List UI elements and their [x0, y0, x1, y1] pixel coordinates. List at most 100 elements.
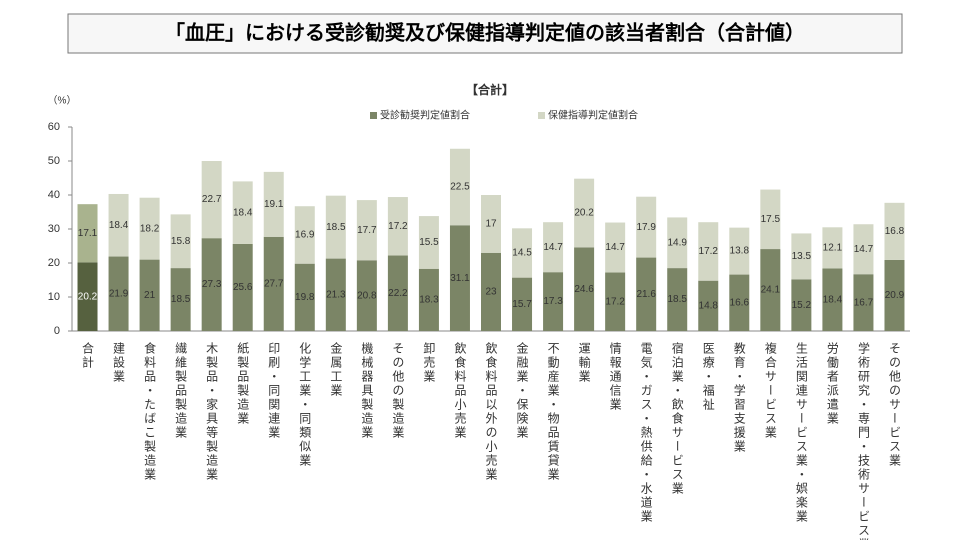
- x-tick-label: 合計: [81, 341, 95, 370]
- bar-segment: [387, 255, 408, 331]
- bar-segment: [201, 238, 222, 331]
- bar-segment: [77, 262, 98, 331]
- value-label: 22.5: [450, 182, 470, 193]
- bar-segment: [108, 193, 129, 257]
- y-tick-label: 10: [48, 291, 60, 303]
- value-label: 22.2: [388, 288, 408, 299]
- x-tick-label: 学術研究・専門・技術サービス業: [856, 341, 870, 540]
- y-tick-label: 50: [48, 155, 60, 167]
- bar-segment: [512, 277, 533, 331]
- y-axis-label: （%）: [48, 95, 77, 107]
- value-label: 16.7: [854, 297, 874, 308]
- bar-segment: [543, 222, 564, 273]
- x-tick-label: 不動産業・物品賃貸業: [546, 342, 560, 482]
- bar-segment: [356, 200, 377, 261]
- value-label: 25.6: [233, 282, 253, 293]
- value-label: 17.7: [357, 225, 377, 236]
- title-box: [67, 13, 903, 54]
- bar-segment: [791, 279, 812, 331]
- bar-segment: [760, 189, 781, 250]
- value-label: 15.8: [171, 236, 191, 247]
- value-label: 18.3: [419, 295, 439, 306]
- x-tick-label: 電気・ガス・熱供給・水道業: [639, 342, 653, 524]
- x-tick-label: 飲食料品以外の小売業: [484, 341, 498, 482]
- value-label: 18.4: [109, 220, 129, 231]
- value-label: 23: [485, 287, 497, 298]
- value-label: 17.2: [388, 221, 408, 232]
- bar-segment: [108, 256, 129, 331]
- bar-segment: [387, 197, 408, 256]
- bar-segment: [636, 257, 657, 331]
- x-tick-label: 機械器具製造業: [360, 341, 374, 440]
- bar-segment: [822, 268, 843, 331]
- x-tick-label: 金融業・保険業: [515, 341, 529, 440]
- value-label: 27.7: [264, 279, 284, 290]
- value-label: 24.6: [574, 284, 594, 295]
- value-label: 31.1: [450, 273, 470, 284]
- value-label: 17.2: [699, 246, 719, 257]
- x-tick-label: 宿泊業・飲食サービス業: [670, 341, 684, 496]
- x-tick-label: その他のサービス業: [887, 342, 901, 468]
- x-tick-label: その他の製造業: [391, 342, 405, 440]
- value-label: 13.5: [792, 251, 812, 262]
- value-label: 17: [485, 219, 497, 230]
- value-label: 18.4: [233, 207, 253, 218]
- bar-segment: [822, 227, 843, 269]
- value-label: 18.2: [140, 223, 160, 234]
- x-tick-label: 教育・学習支援業: [732, 341, 746, 454]
- bar-segment: [667, 268, 688, 331]
- x-tick-label: 建設業: [112, 342, 126, 384]
- value-label: 21.3: [326, 289, 346, 300]
- value-label: 20.9: [885, 290, 905, 301]
- bar-segment: [170, 268, 191, 331]
- value-label: 18.5: [326, 222, 346, 233]
- value-label: 17.2: [605, 296, 625, 307]
- value-label: 17.9: [636, 222, 656, 233]
- bar-segment: [418, 268, 439, 331]
- value-label: 24.1: [761, 285, 781, 296]
- x-tick-label: 繊維製品製造業: [174, 342, 188, 440]
- bar-segment: [325, 258, 346, 331]
- bar-segment: [605, 222, 626, 273]
- bar-segment: [791, 233, 812, 280]
- x-tick-label: 飲食料品小売業: [453, 341, 467, 440]
- bar-segment: [853, 224, 874, 275]
- value-label: 18.5: [667, 294, 687, 305]
- x-tick-label: 食料品・たばこ製造業: [143, 341, 157, 482]
- y-tick-label: 40: [48, 189, 60, 201]
- bar-segment: [667, 217, 688, 269]
- chart-title: 「血圧」における受診勧奨及び保健指導判定値の該当者割合（合計値）: [165, 20, 805, 44]
- bar-segment: [77, 204, 98, 263]
- value-label: 16.6: [730, 297, 750, 308]
- y-tick-label: 30: [48, 223, 60, 235]
- bar-segment: [512, 228, 533, 278]
- bar-segment: [605, 272, 626, 331]
- x-tick-label: 運輸業: [577, 342, 591, 384]
- bar-segment: [698, 222, 719, 281]
- bar-segment: [481, 252, 501, 331]
- value-label: 15.7: [512, 299, 532, 310]
- bar-segment: [294, 206, 315, 264]
- bar-segment: [853, 274, 874, 331]
- value-label: 15.2: [792, 300, 812, 311]
- value-label: 17.1: [78, 228, 98, 239]
- bar-segment: [729, 227, 750, 275]
- bar-segment: [636, 196, 657, 258]
- legend-label: 受診勧奨判定値割合: [380, 109, 470, 122]
- x-tick-label: 複合サービス業: [763, 341, 777, 440]
- value-label: 14.7: [543, 242, 563, 253]
- value-label: 13.8: [730, 246, 750, 257]
- x-tick-label: 紙製品製造業: [236, 341, 250, 426]
- bar-segment: [574, 247, 595, 331]
- value-label: 19.1: [264, 199, 284, 210]
- value-label: 15.5: [419, 237, 439, 248]
- bar-segment: [729, 274, 750, 331]
- bar-segment: [543, 272, 564, 331]
- x-tick-label: 木製品・家具等製造業: [205, 342, 219, 482]
- x-tick-label: 労働者派遣業: [825, 342, 839, 426]
- bar-segment: [139, 259, 160, 331]
- x-tick-label: 印刷・同関連業: [267, 342, 281, 440]
- value-label: 20.2: [574, 208, 594, 219]
- value-label: 14.8: [699, 300, 719, 311]
- legend-label: 保健指導判定値割合: [548, 109, 638, 122]
